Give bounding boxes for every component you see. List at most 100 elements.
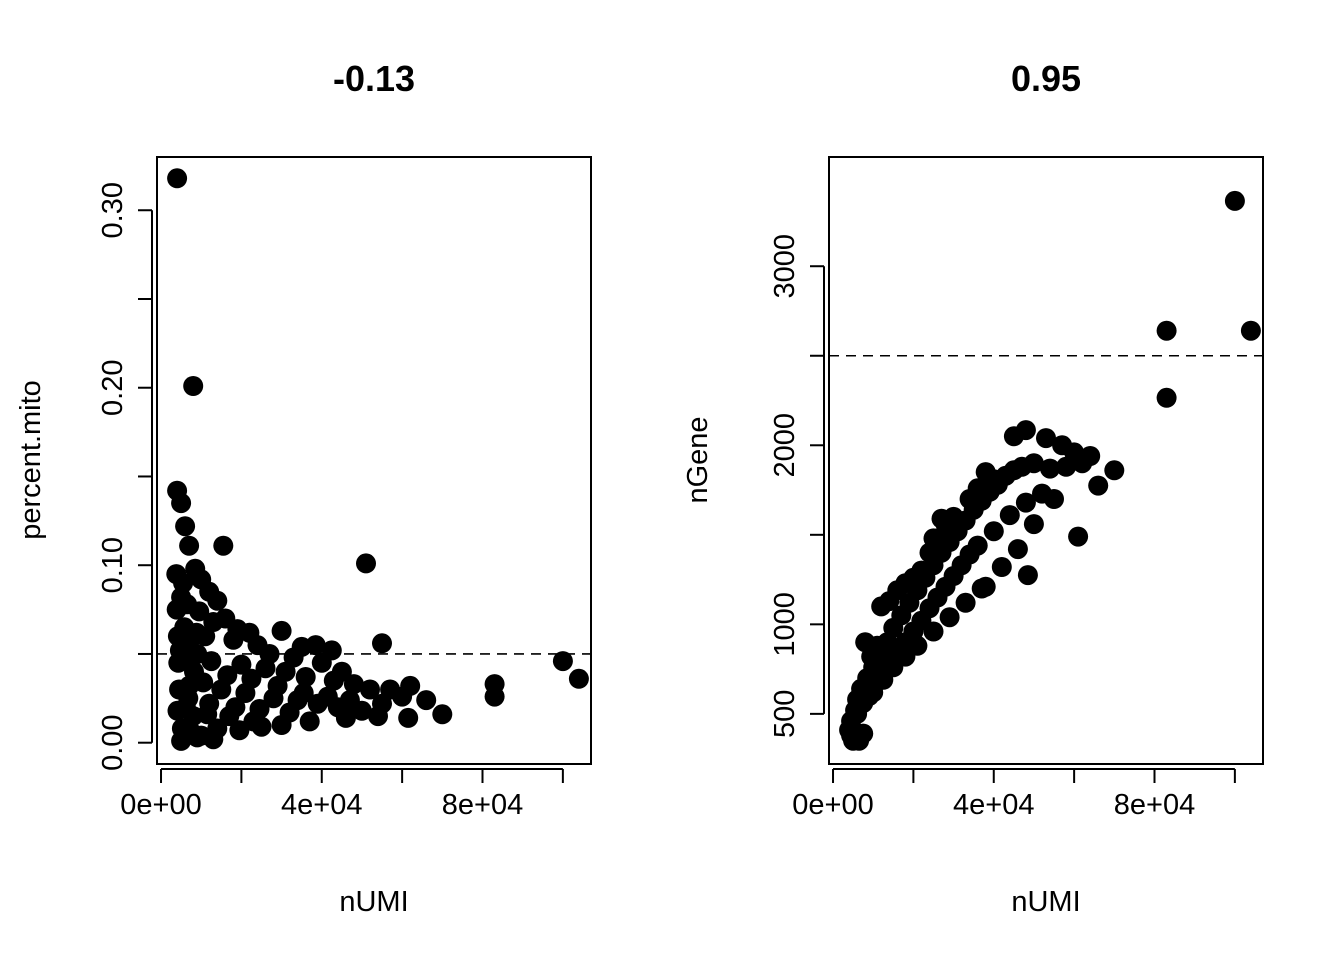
right-data-point [999,505,1020,526]
left-data-point [372,633,392,654]
right-x-tick-label: 8e+04 [1114,789,1195,821]
left-y-tick-label: 0.00 [97,714,129,770]
left-data-point [568,668,589,689]
left-data-point [195,626,216,647]
right-data-point [867,635,888,656]
left-data-point [267,675,288,696]
right-data-point [1240,320,1261,341]
left-data-point [271,620,292,641]
left-y-axis: 0.00 0.10 0.20 0.30 [97,182,153,771]
left-x-tick-label: 8e+04 [442,789,523,821]
right-data-point [1156,387,1177,408]
left-data-point [167,168,188,189]
left-x-tick-label: 4e+04 [281,789,362,821]
right-data-point [907,635,928,656]
right-data-point [971,578,992,599]
right-y-axis: 500 1000 2000 3000 [769,234,825,738]
left-data-point [416,690,437,711]
left-data-point [184,661,204,682]
left-data-point [213,535,234,556]
left-y-tick-label: 0.20 [97,360,129,416]
right-data-point [1068,526,1089,547]
right-data-point [1003,426,1024,447]
left-data-point [293,683,314,703]
left-data-point [229,720,250,741]
left-data-point [178,688,199,709]
right-panel: 0.95 0e+00 4e+04 8e+04 500 1000 2000 3000 nUM… [682,58,1264,918]
right-data-point [1023,514,1044,535]
right-data-point [967,535,988,556]
right-data-point [1224,190,1245,211]
right-data-point [983,521,1004,542]
right-data-point [1036,428,1056,449]
left-data-point [199,693,220,714]
right-data-point [1104,460,1125,481]
left-data-point [189,601,210,622]
right-x-axis: 0e+00 4e+04 8e+04 [792,768,1236,821]
right-data-point [955,592,976,613]
left-data-point [171,493,192,514]
left-data-point [255,658,276,679]
right-data-point [1040,458,1060,479]
left-data-point [217,665,238,686]
left-data-point [432,704,453,725]
right-data-point [991,557,1012,577]
right-data-point [853,723,874,744]
right-data-point [1015,492,1036,513]
left-x-axis: 0e+00 4e+04 8e+04 [120,768,564,821]
left-data-points [166,168,589,751]
right-data-point [1023,453,1044,474]
right-y-tick-label: 500 [769,690,801,738]
right-data-point [1007,539,1028,560]
left-data-point [175,516,196,537]
left-plot-frame [156,156,592,765]
left-data-point [299,711,320,732]
left-y-tick-label: 0.30 [97,182,129,238]
left-data-point [311,652,332,673]
right-chart-title: 0.95 [1011,58,1081,99]
left-data-point [169,640,190,661]
left-data-point [323,670,344,691]
left-data-point [241,668,262,689]
right-data-points [839,190,1261,751]
right-data-point [983,469,1004,490]
left-y-axis-label: percent.mito [15,380,47,540]
right-y-axis-label: nGene [682,416,714,503]
right-data-point [923,621,944,642]
left-data-point [392,686,413,707]
left-data-point [484,686,505,707]
left-data-point [179,535,200,556]
left-data-point [201,651,222,672]
right-data-point [1056,456,1077,477]
right-data-point [939,607,960,628]
right-data-point [1156,320,1177,341]
left-data-point [335,707,356,728]
left-data-point [171,730,192,751]
left-data-point [203,729,224,750]
right-data-point [959,489,980,509]
left-data-point [231,654,252,675]
right-data-point [1072,453,1093,474]
right-y-tick-label: 1000 [769,592,801,657]
right-x-tick-label: 0e+00 [792,789,873,821]
left-data-point [398,707,419,728]
right-data-point [1017,565,1038,586]
left-data-point [368,706,388,727]
right-y-tick-label: 2000 [769,413,801,478]
left-data-point [552,651,573,672]
left-x-axis-label: nUMI [339,886,408,918]
left-chart-title: -0.13 [333,58,415,99]
left-data-point [207,590,228,611]
left-data-point [249,699,270,719]
left-data-point [187,727,208,748]
right-x-axis-label: nUMI [1011,886,1080,918]
left-y-tick-label: 0.10 [97,537,129,593]
left-data-point [251,716,272,737]
left-data-point [360,679,380,700]
left-data-point [317,686,338,707]
right-data-point [911,560,932,581]
left-data-point [295,667,316,687]
right-data-point [1088,475,1109,496]
left-data-point [339,690,360,711]
